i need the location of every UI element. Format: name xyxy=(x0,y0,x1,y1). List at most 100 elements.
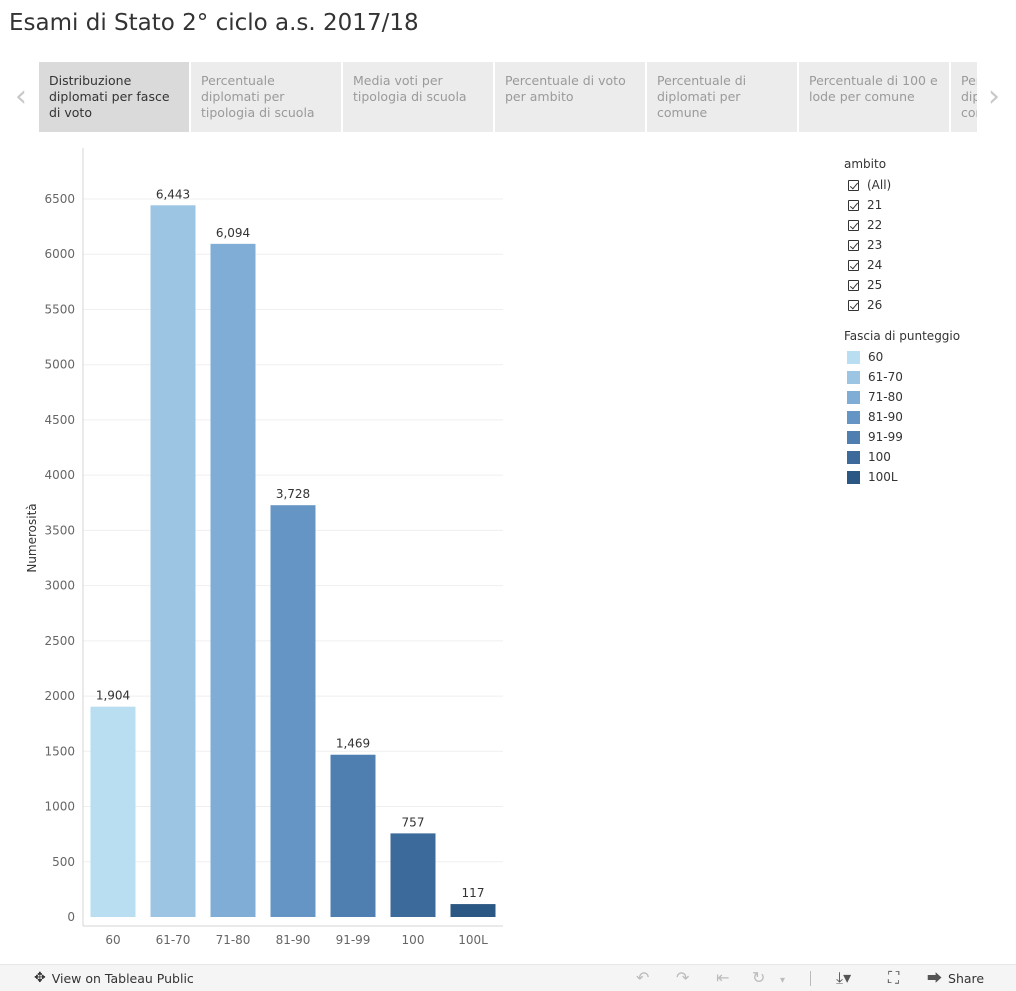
x-tick-label: 91-99 xyxy=(336,933,371,947)
color-swatch xyxy=(847,470,860,484)
filter-title: ambito xyxy=(844,157,887,171)
page-title: Esami di Stato 2° ciclo a.s. 2017/18 xyxy=(9,10,419,36)
color-legend-title: Fascia di punteggio xyxy=(844,329,961,343)
footer-toolbar: ✥ View on Tableau Public ↶ ↷ ⇤ ↻ ▾ ⤓▾ ⛶ … xyxy=(0,964,1016,991)
filter-item-label: 22 xyxy=(867,218,883,232)
filter-item-label: 23 xyxy=(867,238,883,252)
fullscreen-icon[interactable]: ⛶ xyxy=(888,968,900,987)
bar-71-80 xyxy=(210,243,256,917)
x-tick-label: 81-90 xyxy=(276,933,311,947)
color-legend-item-6: 100L xyxy=(844,467,960,487)
y-tick-label: 2500 xyxy=(44,634,75,648)
color-legend-label: 71-80 xyxy=(868,390,903,404)
data-label: 757 xyxy=(402,815,425,829)
color-legend-item-1: 61-70 xyxy=(844,367,960,387)
color-legend: Fascia di punteggio 60 61-70 71-80 81-90 91-… xyxy=(844,329,960,487)
bar-60 xyxy=(90,706,136,917)
checkbox-checked-icon[interactable] xyxy=(848,259,859,271)
checkbox-checked-icon[interactable] xyxy=(848,219,859,231)
chevron-right-icon[interactable]: › xyxy=(988,79,1000,114)
y-tick-label: 6500 xyxy=(44,192,75,206)
tableau-logo-icon: ✥ xyxy=(34,970,46,986)
view-on-tableau-link[interactable]: ✥ View on Tableau Public xyxy=(34,970,194,987)
tab-2[interactable]: Media voti per tipologia di scuola xyxy=(343,62,493,132)
x-tick-label: 100 xyxy=(402,933,425,947)
data-label: 1,904 xyxy=(96,689,130,703)
data-label: 6,094 xyxy=(216,226,250,240)
filter-item-5[interactable]: 25 xyxy=(844,275,891,295)
checkbox-checked-icon[interactable] xyxy=(848,239,859,251)
color-legend-label: 60 xyxy=(868,350,884,364)
filter-item-label: (All) xyxy=(867,178,892,192)
refresh-icon[interactable]: ↻ xyxy=(752,968,766,987)
filter-item-0[interactable]: (All) xyxy=(844,175,891,195)
filter-item-1[interactable]: 21 xyxy=(844,195,891,215)
filter-item-label: 25 xyxy=(867,278,883,292)
y-tick-label: 0 xyxy=(67,910,75,924)
toolbar-separator xyxy=(810,971,811,986)
chevron-left-icon[interactable]: ‹ xyxy=(15,79,27,114)
tab-0[interactable]: Distribuzione diplomati per fasce di vot… xyxy=(39,62,189,132)
ambito-filter: ambito (All) 21 22 23 24 25 26 xyxy=(844,157,891,315)
x-tick-label: 61-70 xyxy=(156,933,191,947)
filter-item-6[interactable]: 26 xyxy=(844,295,891,315)
y-tick-label: 4000 xyxy=(44,468,75,482)
y-tick-label: 3000 xyxy=(44,579,75,593)
pause-dropdown-icon[interactable]: ▾ xyxy=(780,975,786,986)
undo-icon[interactable]: ↶ xyxy=(636,968,650,987)
checkbox-checked-icon[interactable] xyxy=(848,179,859,191)
y-axis-label: Numerosità xyxy=(25,503,39,572)
y-tick-label: 500 xyxy=(52,855,75,869)
y-tick-label: 5500 xyxy=(44,302,75,316)
data-label: 1,469 xyxy=(336,737,370,751)
tab-5[interactable]: Percentuale di 100 e lode per comune xyxy=(799,62,949,132)
bar-100 xyxy=(390,833,436,917)
color-legend-label: 91-99 xyxy=(868,430,903,444)
checkbox-checked-icon[interactable] xyxy=(848,299,859,311)
y-tick-label: 1500 xyxy=(44,744,75,758)
filter-item-label: 26 xyxy=(867,298,883,312)
color-legend-label: 61-70 xyxy=(868,370,903,384)
share-icon: ⮕ xyxy=(927,969,943,987)
color-legend-label: 100L xyxy=(868,470,898,484)
y-tick-label: 5000 xyxy=(44,358,75,372)
y-tick-label: 6000 xyxy=(44,247,75,261)
story-tabs: Distribuzione diplomati per fasce di vot… xyxy=(39,62,977,132)
filter-item-2[interactable]: 22 xyxy=(844,215,891,235)
y-tick-label: 4500 xyxy=(44,413,75,427)
tab-3[interactable]: Percentuale di voto per ambito xyxy=(495,62,645,132)
checkbox-checked-icon[interactable] xyxy=(848,199,859,211)
share-label: Share xyxy=(948,971,985,986)
filter-item-label: 24 xyxy=(867,258,883,272)
bar-91-99 xyxy=(330,754,376,917)
filter-item-label: 21 xyxy=(867,198,883,212)
share-button[interactable]: ⮕ Share xyxy=(927,969,985,987)
y-tick-label: 1000 xyxy=(44,800,75,814)
color-swatch xyxy=(847,350,860,364)
color-legend-item-3: 81-90 xyxy=(844,407,960,427)
y-tick-label: 2000 xyxy=(44,689,75,703)
view-on-tableau-label: View on Tableau Public xyxy=(51,971,194,986)
redo-icon[interactable]: ↷ xyxy=(676,968,690,987)
tab-6[interactable]: Percentuale di diplomati per comune xyxy=(951,62,977,132)
color-legend-item-5: 100 xyxy=(844,447,960,467)
color-swatch xyxy=(847,450,860,464)
color-swatch xyxy=(847,410,860,424)
bar-chart: 0 500 1000 1500 2000 2500 3000 3500 4000 4500 5000… xyxy=(25,148,503,947)
tab-1[interactable]: Percentuale diplomati per tipologia di s… xyxy=(191,62,341,132)
color-swatch xyxy=(847,390,860,404)
download-icon[interactable]: ⤓▾ xyxy=(836,968,852,987)
color-legend-label: 100 xyxy=(868,450,891,464)
color-legend-item-2: 71-80 xyxy=(844,387,960,407)
revert-icon[interactable]: ⇤ xyxy=(716,968,730,987)
color-legend-item-0: 60 xyxy=(844,347,960,367)
tab-4[interactable]: Percentuale di diplomati per comune xyxy=(647,62,797,132)
filter-item-4[interactable]: 24 xyxy=(844,255,891,275)
y-tick-label: 3500 xyxy=(44,523,75,537)
data-label: 6,443 xyxy=(156,187,190,201)
data-label: 117 xyxy=(462,886,485,900)
filter-item-3[interactable]: 23 xyxy=(844,235,891,255)
checkbox-checked-icon[interactable] xyxy=(848,279,859,291)
x-tick-label: 71-80 xyxy=(216,933,251,947)
bar-81-90 xyxy=(270,505,316,917)
